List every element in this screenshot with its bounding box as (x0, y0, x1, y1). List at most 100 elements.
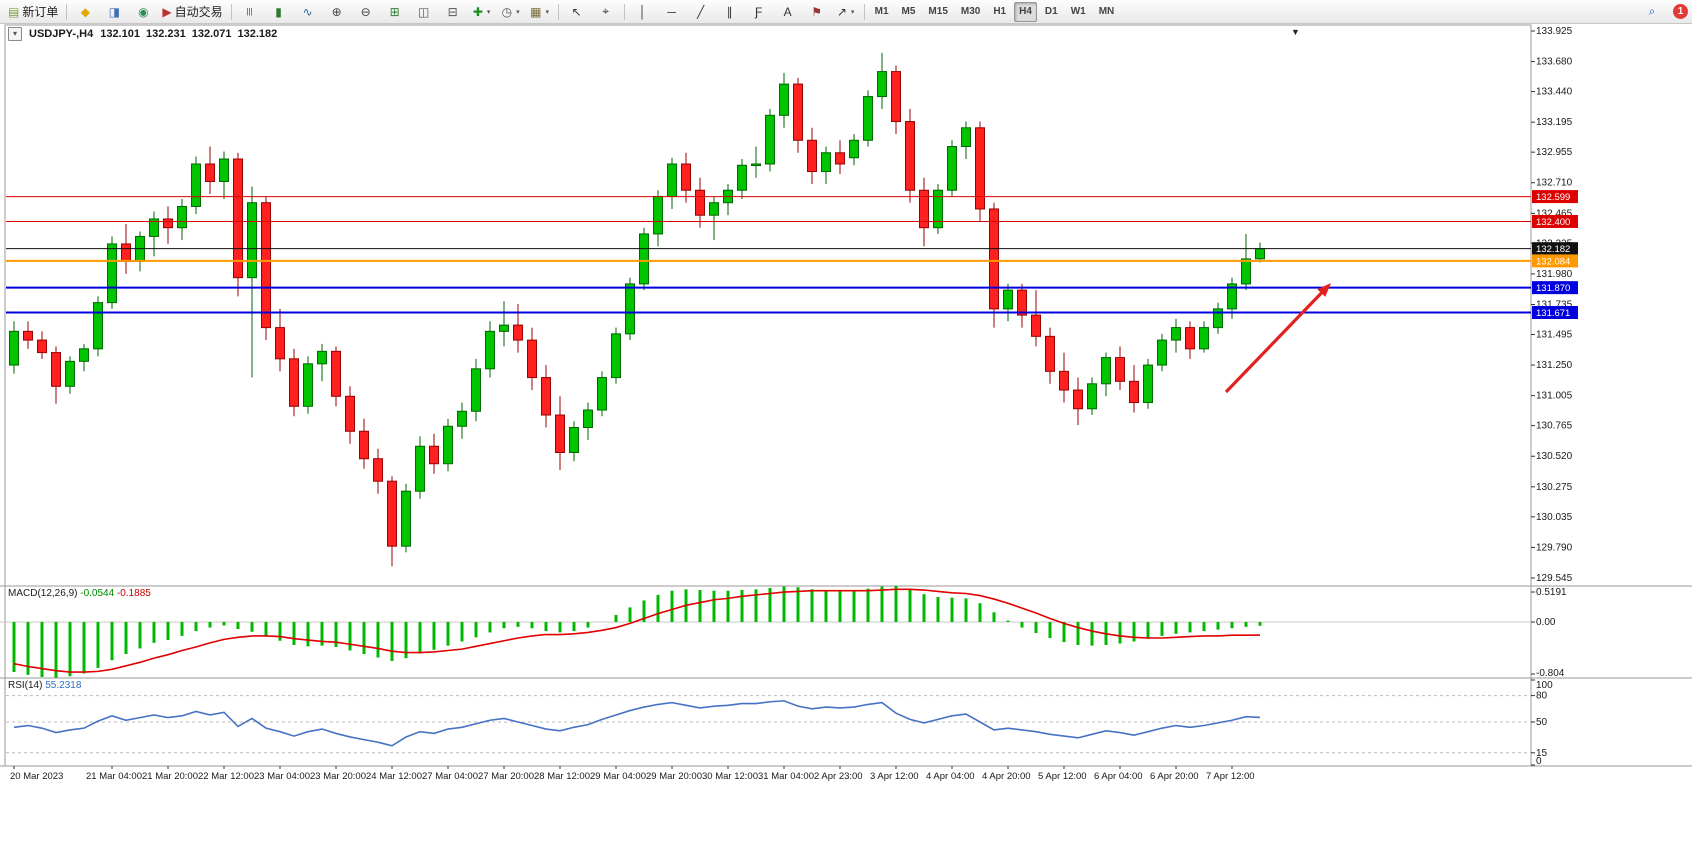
price-axis-label: 130.765 (1536, 421, 1573, 432)
price-chart-canvas[interactable]: 133.925 133.680 133.440 133.195 132.955 132.7… (0, 24, 1692, 849)
fibonacci-icon: Ƒ (754, 4, 763, 19)
metaeditor-icon: ◆ (80, 4, 90, 19)
price-axis-label: 133.195 (1536, 117, 1573, 128)
macd-axis-min: -0.804 (1536, 668, 1565, 679)
support-line-lower-tag (1532, 305, 1578, 319)
toolbar-separator (557, 3, 559, 20)
price-axis[interactable]: 133.925 133.680 133.440 133.195 132.955 132.7… (1531, 26, 1573, 584)
rsi-value: 55.2318 (45, 680, 82, 691)
arrange-windows-icon: ⊟ (447, 4, 458, 19)
macd-signal-value: -0.1885 (116, 588, 151, 599)
market-watch-button[interactable]: ◨ (100, 1, 128, 23)
text-button[interactable]: A (774, 1, 802, 23)
line-chart-icon: ∿ (302, 4, 313, 19)
timeframe-button-m15[interactable]: M15 (928, 5, 948, 17)
time-axis-label: 5 Apr 12:00 (1038, 771, 1087, 782)
timeframe-button-mn[interactable]: MN (1098, 5, 1115, 17)
chevron-down-icon: ▾ (486, 8, 491, 16)
macd-axis-max: 0.5191 (1536, 587, 1567, 598)
fibonacci-button[interactable]: Ƒ (745, 1, 773, 23)
macd-signal-line (13, 588, 1261, 673)
notification-badge[interactable]: 1 (1673, 4, 1688, 19)
timeframe-button-m1[interactable]: M1 (874, 5, 889, 17)
timeframe-button-h1[interactable]: H1 (993, 5, 1007, 17)
bar-chart-button[interactable]: ||| (236, 1, 264, 23)
price-axis-label: 130.275 (1536, 482, 1573, 493)
label-button[interactable]: ⚑ (803, 1, 831, 23)
crosshair-button[interactable]: ⌖ (592, 1, 620, 23)
resistance-line-lower-tag (1532, 214, 1578, 228)
trend-arrow[interactable] (1224, 283, 1331, 394)
templates-icon: ▦ (530, 4, 542, 19)
price-axis-label: 131.735 (1536, 300, 1573, 311)
ohlc-low: 132.071 (191, 28, 232, 40)
line-chart-button[interactable]: ∿ (294, 1, 322, 23)
zoom-out-button[interactable]: ⊖ (352, 1, 380, 23)
zoom-out-icon: ⊖ (360, 4, 371, 19)
periods-button[interactable]: ◷ ▾ (497, 1, 525, 23)
price-axis-label: 129.790 (1536, 542, 1573, 553)
rsi-line (13, 700, 1261, 747)
search-button[interactable]: ⌕ (1638, 1, 1666, 23)
chart-collapse-icon[interactable]: ▾ (8, 27, 22, 41)
toolbar-separator (66, 3, 68, 20)
current-price-line-tag (1532, 242, 1578, 256)
resistance-line-upper-tag (1532, 190, 1578, 204)
price-axis-label: 133.440 (1536, 87, 1573, 98)
price-axis-label: 132.710 (1536, 178, 1573, 189)
price-axis-label: 129.545 (1536, 573, 1573, 584)
cascade-windows-icon: ◫ (417, 4, 430, 19)
rsi-axis-label: 80 (1536, 691, 1548, 702)
time-axis-label: 28 Mar 12:00 (534, 771, 590, 782)
horizontal-line-button[interactable]: ─ (658, 1, 686, 23)
vertical-line-button[interactable]: │ (629, 1, 657, 23)
candlestick-chart-icon: ▮ (275, 4, 282, 19)
data-window-button[interactable]: ◉ (129, 1, 157, 23)
channel-icon: ∥ (726, 4, 733, 19)
new-order-button-label: 新订单 (22, 5, 59, 19)
time-axis-label: 31 Mar 04:00 (758, 771, 814, 782)
support-line-lower-tag-label: 131.671 (1536, 308, 1570, 319)
indicators-icon: ✚ (472, 4, 483, 19)
time-axis-label: 21 Mar 20:00 (142, 771, 198, 782)
tile-windows-button[interactable]: ⊞ (381, 1, 409, 23)
timeframe-button-m5[interactable]: M5 (901, 5, 916, 17)
toolbar-separator (230, 3, 232, 20)
templates-button[interactable]: ▦ ▾ (526, 1, 554, 23)
bar-chart-icon: ||| (246, 7, 253, 16)
autotrading-button[interactable]: ▶ 自动交易 (158, 1, 226, 23)
candlestick-chart-button[interactable]: ▮ (265, 1, 293, 23)
cursor-button[interactable]: ↖ (563, 1, 591, 23)
metaeditor-button[interactable]: ◆ (71, 1, 99, 23)
timeframe-button-h4[interactable]: H4 (1014, 1, 1037, 22)
macd-main-value: -0.0544 (80, 588, 115, 599)
arrows-button[interactable]: ↗ ▾ (832, 1, 860, 23)
macd-axis-zero: 0.00 (1536, 617, 1556, 628)
rsi-axis-label: 50 (1536, 717, 1548, 728)
support-line-upper-tag-label: 131.870 (1536, 283, 1570, 294)
rsi-name: RSI(14) (8, 680, 43, 691)
time-axis-label: 6 Apr 20:00 (1150, 771, 1199, 782)
rsi-indicator-label: RSI(14) 55.2318 (8, 680, 81, 691)
time-axis-label: 30 Mar 12:00 (702, 771, 758, 782)
tile-windows-icon: ⊞ (389, 4, 400, 19)
text-icon: A (783, 4, 792, 19)
autotrading-icon: ▶ (162, 4, 172, 19)
time-axis-label: 2 Apr 23:00 (814, 771, 863, 782)
timeframe-button-w1[interactable]: W1 (1070, 5, 1086, 17)
time-axis[interactable]: 20 Mar 2023 21 Mar 04:00 21 Mar 20:00 22 Ma… (10, 766, 1255, 782)
channel-button[interactable]: ∥ (716, 1, 744, 23)
ohlc-open: 132.101 (100, 28, 140, 40)
rsi-axis-label: 100 (1536, 680, 1553, 691)
timeframe-button-d1[interactable]: D1 (1044, 5, 1058, 17)
trendline-button[interactable]: ╱ (687, 1, 715, 23)
new-order-button[interactable]: ▤ 新订单 (4, 1, 62, 23)
chart-shift-marker-icon[interactable]: ▼ (1291, 27, 1300, 37)
cascade-windows-button[interactable]: ◫ (410, 1, 438, 23)
indicators-button[interactable]: ✚ ▾ (468, 1, 496, 23)
arrange-windows-button[interactable]: ⊟ (439, 1, 467, 23)
zoom-in-button[interactable]: ⊕ (323, 1, 351, 23)
timeframe-button-m30[interactable]: M30 (960, 5, 981, 17)
price-axis-label: 132.465 (1536, 208, 1573, 219)
